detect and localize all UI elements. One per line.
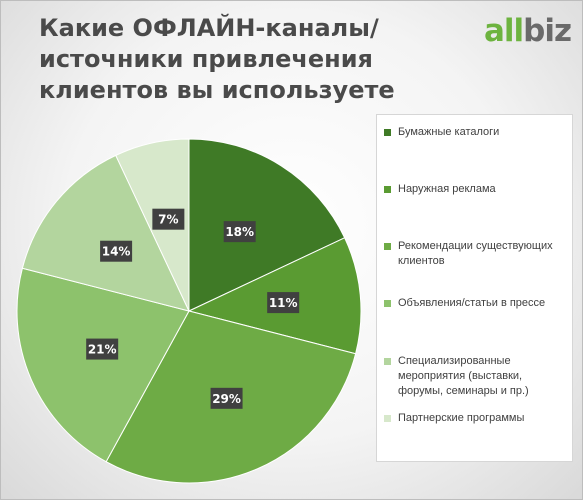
legend-item: Партнерские программы (384, 411, 566, 426)
pie-slice (188, 138, 346, 312)
pie-slice (21, 154, 190, 312)
legend-label: Наружная реклама (398, 183, 496, 195)
legend-label: Объявления/статьи в прессе (398, 297, 546, 309)
slice-data-label: 14% (100, 240, 133, 262)
data-label-text: 11% (269, 296, 298, 310)
legend-swatch (384, 358, 391, 365)
data-label-box (210, 387, 243, 409)
legend-label: Специализированные мероприятия (выставки… (398, 355, 529, 397)
legend-item: Специализированные мероприятия (выставки… (384, 354, 566, 399)
legend-label: Бумажные каталоги (398, 126, 500, 138)
legend-item: Бумажные каталоги (384, 125, 566, 140)
allbiz-logo: allbiz (484, 11, 572, 51)
legend-item: Объявления/статьи в прессе (384, 296, 566, 311)
data-label-text: 14% (102, 245, 131, 259)
data-label-box (152, 208, 185, 230)
data-label-text: 29% (212, 392, 241, 406)
legend-swatch (384, 415, 391, 422)
data-label-box (223, 221, 256, 243)
data-label-text: 7% (158, 213, 178, 227)
legend-swatch (384, 300, 391, 307)
data-label-box (100, 240, 133, 262)
logo-part-all: all (484, 13, 524, 49)
pie-slice (16, 267, 190, 463)
legend-item: Наружная реклама (384, 182, 566, 197)
legend-label: Партнерские программы (398, 412, 525, 424)
legend-label: Рекомендации существующих клиентов (398, 240, 553, 267)
slice-data-label: 18% (223, 221, 256, 243)
slice-data-label: 21% (86, 338, 119, 360)
chart-title: Какие ОФЛАЙН-каналы/источники привлечени… (39, 14, 395, 104)
data-label-text: 21% (88, 343, 117, 357)
data-label-text: 18% (225, 225, 254, 239)
data-label-box (86, 338, 119, 360)
legend-item: Рекомендации существующих клиентов (384, 239, 566, 269)
data-label-box (267, 292, 300, 314)
slice-data-label: 11% (267, 292, 300, 314)
logo-part-biz: biz (523, 13, 572, 49)
legend-swatch (384, 243, 391, 250)
slice-data-label: 29% (210, 387, 243, 409)
slice-data-label: 7% (152, 208, 185, 230)
legend-swatch (384, 186, 391, 193)
legend: Бумажные каталоги Наружная реклама Рекомен… (376, 114, 573, 462)
legend-swatch (384, 129, 391, 136)
